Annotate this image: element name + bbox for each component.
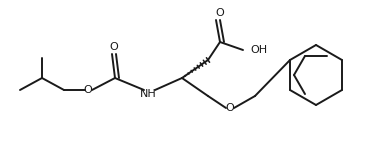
Text: OH: OH [250, 45, 267, 55]
Text: NH: NH [140, 89, 156, 99]
Text: O: O [216, 8, 224, 18]
Text: O: O [110, 42, 118, 52]
Text: O: O [84, 85, 92, 95]
Text: O: O [226, 103, 234, 113]
